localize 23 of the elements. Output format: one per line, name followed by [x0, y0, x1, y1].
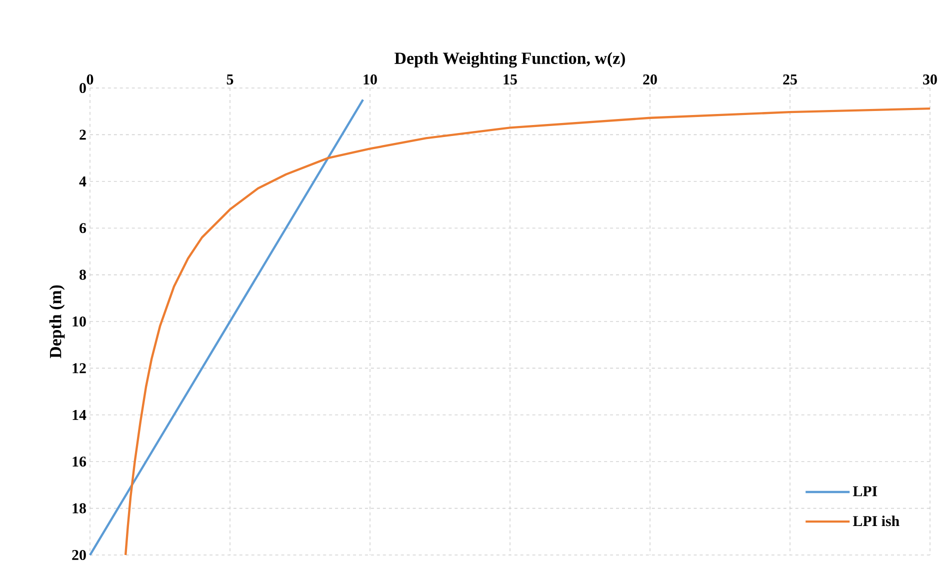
y-tick-label: 8	[80, 270, 86, 280]
x-tick-label: 20	[643, 74, 657, 84]
y-axis-title: Depth (m)	[49, 285, 65, 358]
y-tick-label: 4	[79, 176, 86, 186]
legend-label: LPI ish	[852, 516, 900, 526]
x-tick-label: 30	[923, 74, 937, 84]
line-series	[124, 107, 932, 556]
y-tick-label: 0	[80, 82, 86, 94]
x-tick-label: 15	[504, 74, 517, 84]
x-tick-label: 25	[783, 74, 797, 84]
legend-label: LPI	[852, 486, 878, 496]
y-tick-label: 10	[72, 316, 86, 327]
y-tick-label: 20	[72, 550, 86, 560]
y-tick-label: 2	[80, 130, 86, 140]
y-tick-label: 14	[72, 410, 86, 420]
y-tick-label: 16	[72, 456, 86, 467]
x-tick-label: 5	[226, 74, 234, 84]
x-tick-label: 0	[86, 74, 94, 84]
x-tick-label: 10	[364, 74, 377, 84]
x-axis-title: Depth Weighting Function, w(z)	[394, 52, 625, 68]
y-tick-label: 6	[80, 223, 86, 234]
y-tick-label: 18	[72, 503, 86, 514]
y-tick-label: 12	[72, 363, 86, 374]
